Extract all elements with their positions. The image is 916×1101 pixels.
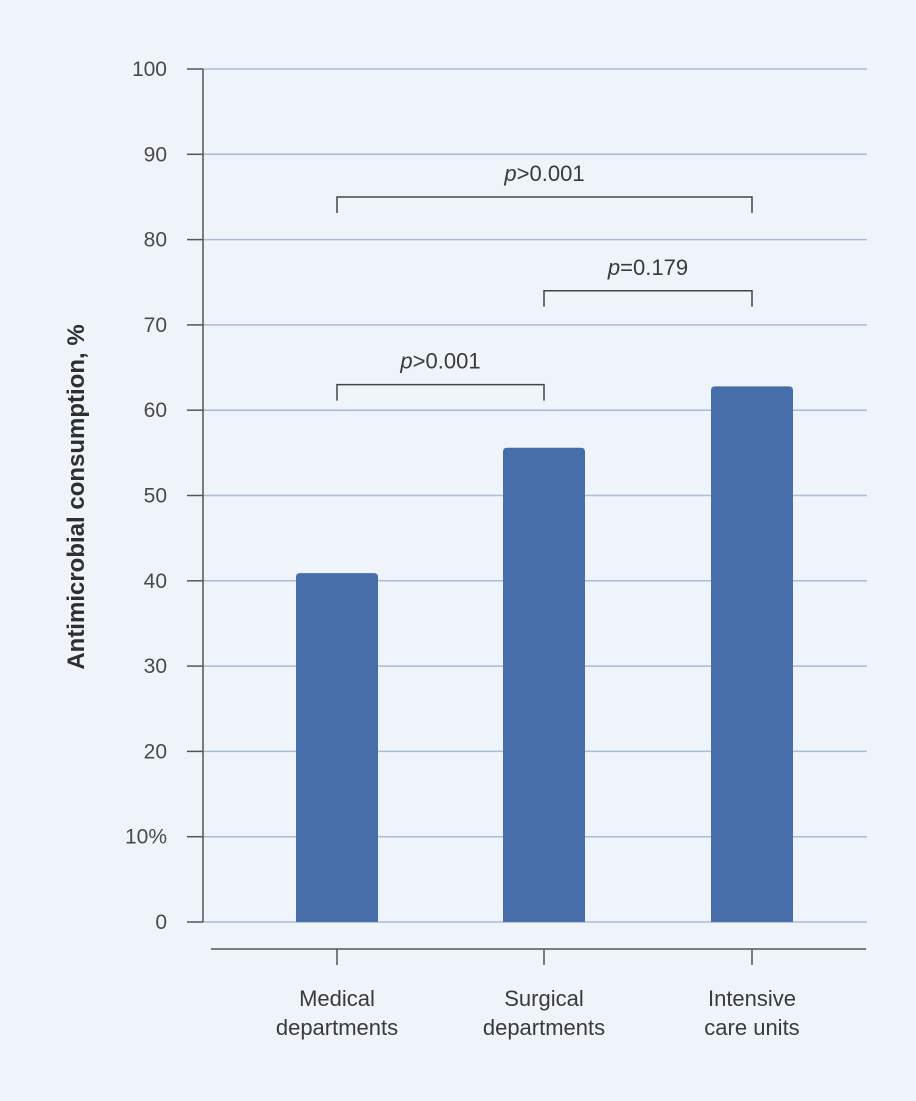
axes <box>187 68 866 965</box>
p-value-text: >0.001 <box>517 161 585 186</box>
x-category-label: care units <box>704 1015 799 1040</box>
bars <box>296 386 793 922</box>
y-tick-label: 10% <box>125 826 167 849</box>
x-category-label: Surgical <box>504 986 583 1011</box>
y-tick-label: 0 <box>155 911 167 934</box>
x-category-label: departments <box>483 1015 605 1040</box>
labels: 0 10% 20 30 40 50 60 70 80 90 100 Medical department… <box>125 58 800 1040</box>
significance-bracket <box>543 290 753 307</box>
significance-bracket <box>336 196 753 213</box>
significance-bracket <box>336 383 545 401</box>
y-tick-label: 60 <box>144 399 167 422</box>
x-category-label: Medical <box>299 986 375 1011</box>
significance-brackets <box>336 196 753 401</box>
x-category-label: Intensive <box>708 986 796 1011</box>
p-value-label: p>0.001 <box>503 161 584 186</box>
bar <box>711 386 793 922</box>
p-value-label: p>0.001 <box>399 349 480 374</box>
x-category-label: departments <box>276 1015 398 1040</box>
y-tick-label: 70 <box>144 314 167 337</box>
y-tick-label: 80 <box>144 229 167 252</box>
bar <box>503 447 585 922</box>
p-value-text: =0.179 <box>620 255 688 280</box>
y-tick-label: 20 <box>144 740 167 763</box>
p-value-text: >0.001 <box>413 349 481 374</box>
p-symbol: p <box>607 255 620 280</box>
y-tick-label: 100 <box>132 58 167 81</box>
y-axis-title: Antimicrobial consumption, % <box>63 324 90 669</box>
y-tick-label: 50 <box>144 485 167 508</box>
y-tick-label: 30 <box>144 655 167 678</box>
bar <box>296 573 378 922</box>
p-symbol: p <box>503 161 516 186</box>
y-tick-label: 90 <box>144 143 167 166</box>
p-value-label: p=0.179 <box>607 255 688 280</box>
p-symbol: p <box>399 349 412 374</box>
y-tick-label: 40 <box>144 570 167 593</box>
